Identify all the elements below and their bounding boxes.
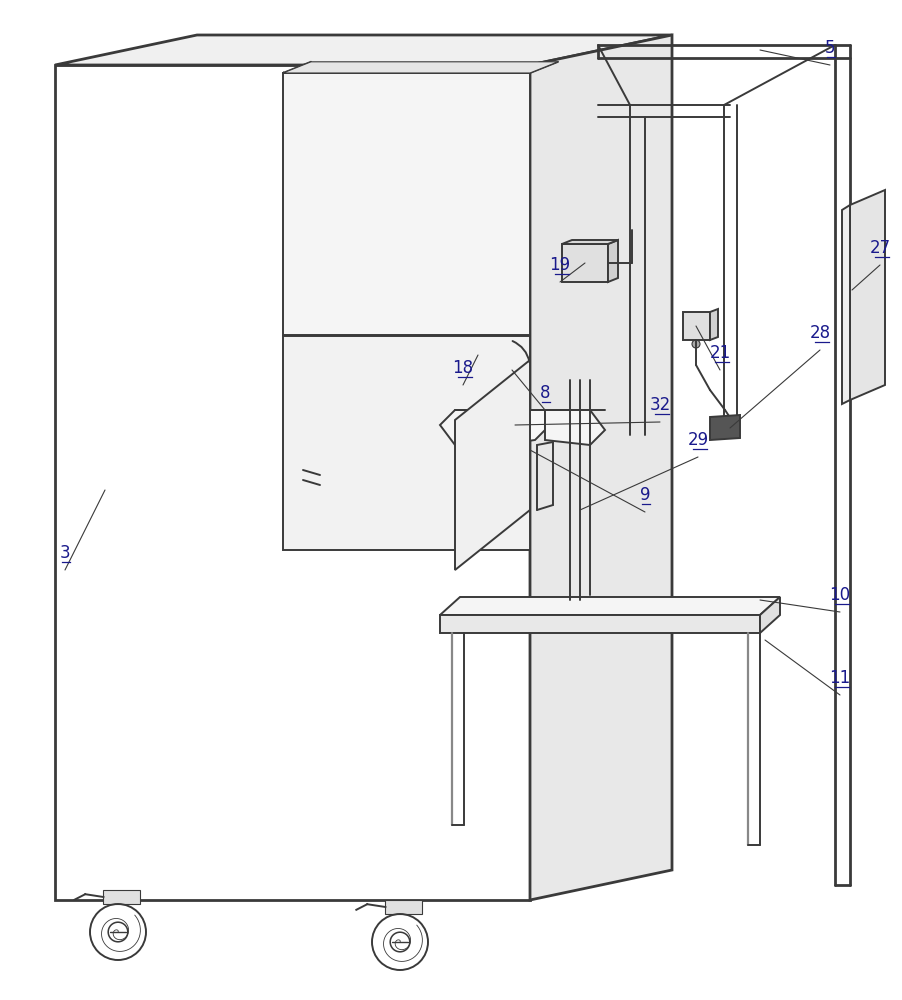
Polygon shape xyxy=(455,360,529,570)
Text: 32: 32 xyxy=(649,396,670,414)
Polygon shape xyxy=(561,244,607,282)
Circle shape xyxy=(691,340,699,348)
Text: 28: 28 xyxy=(808,324,830,342)
Polygon shape xyxy=(55,65,529,900)
Polygon shape xyxy=(682,312,709,340)
Polygon shape xyxy=(607,240,617,282)
Polygon shape xyxy=(709,309,717,340)
Circle shape xyxy=(626,258,636,268)
Polygon shape xyxy=(849,190,884,400)
Polygon shape xyxy=(529,35,671,900)
Polygon shape xyxy=(545,410,604,445)
Polygon shape xyxy=(439,615,759,633)
Polygon shape xyxy=(385,900,421,914)
Text: 9: 9 xyxy=(639,486,649,504)
Polygon shape xyxy=(439,410,490,445)
Polygon shape xyxy=(709,415,739,440)
Text: 8: 8 xyxy=(539,384,549,402)
Polygon shape xyxy=(282,336,529,550)
Circle shape xyxy=(576,255,593,271)
Polygon shape xyxy=(104,890,140,904)
Text: 29: 29 xyxy=(686,431,708,449)
Polygon shape xyxy=(490,410,545,442)
Text: 18: 18 xyxy=(452,359,473,377)
Polygon shape xyxy=(841,205,849,404)
Circle shape xyxy=(475,346,487,358)
Polygon shape xyxy=(282,62,557,73)
Text: 5: 5 xyxy=(824,39,834,57)
Polygon shape xyxy=(561,240,617,244)
Text: 27: 27 xyxy=(869,239,889,257)
Circle shape xyxy=(511,360,520,370)
Text: 10: 10 xyxy=(829,586,850,604)
Text: 11: 11 xyxy=(828,669,850,687)
Text: 19: 19 xyxy=(548,256,570,274)
Polygon shape xyxy=(759,597,779,633)
Polygon shape xyxy=(282,73,529,335)
Polygon shape xyxy=(55,35,671,65)
Text: 3: 3 xyxy=(60,544,70,562)
Polygon shape xyxy=(439,597,779,615)
Text: 21: 21 xyxy=(709,344,730,362)
